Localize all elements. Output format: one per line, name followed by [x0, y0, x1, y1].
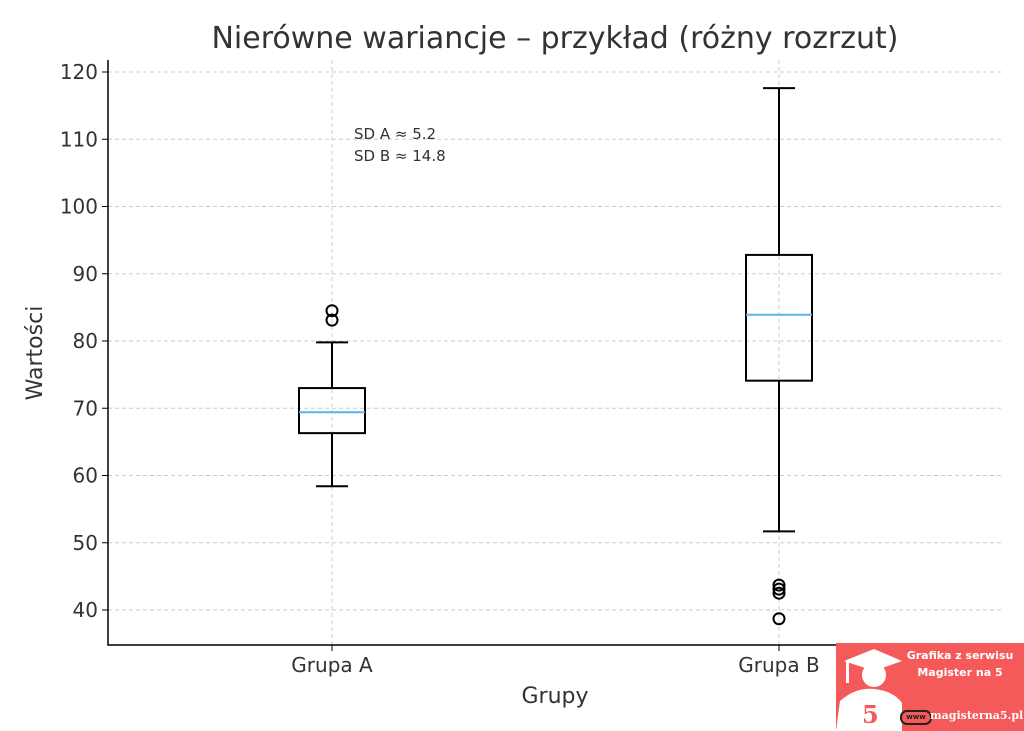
annotation-sd-a: SD A ≈ 5.2 [354, 125, 436, 143]
box [298, 387, 366, 435]
watermark-logo: 5 Grafika z serwisu Magister na 5 www ma… [836, 643, 1024, 731]
x-tick-label: Grupa A [291, 653, 373, 677]
outlier-point [772, 586, 786, 600]
www-badge: www [900, 710, 932, 725]
axis-lines [107, 60, 1002, 646]
watermark-line2: Magister na 5 [917, 666, 1003, 679]
watermark-text: Grafika z serwisu Magister na 5 [898, 647, 1022, 681]
x-axis-label: Grupy [521, 684, 588, 709]
y-tick-label: 50 [73, 531, 98, 555]
y-tick-label: 110 [60, 127, 98, 151]
y-tick-label: 120 [60, 60, 98, 84]
outlier-point [325, 304, 339, 318]
graduate-silhouette-icon: 5 [836, 649, 902, 731]
y-tick-label: 100 [60, 195, 98, 219]
boxplots [298, 87, 813, 626]
watermark-url: magisterna5.pl [930, 709, 1024, 722]
grid [108, 60, 1002, 645]
outlier-point [772, 612, 786, 626]
y-tick-label: 40 [73, 598, 98, 622]
box [745, 253, 813, 382]
outlier-point [325, 313, 339, 327]
y-axis-label: Wartości [23, 306, 48, 401]
y-tick-label: 80 [73, 329, 98, 353]
y-tick-label: 60 [73, 464, 98, 488]
outlier-point [772, 582, 786, 596]
annotation-sd-b: SD B ≈ 14.8 [354, 147, 446, 165]
chart-title: Nierówne wariancje – przykład (różny roz… [211, 21, 898, 56]
y-tick-label: 70 [73, 396, 98, 420]
x-tick-label: Grupa B [738, 653, 819, 677]
outlier-point [772, 578, 786, 592]
svg-text:5: 5 [862, 700, 879, 729]
watermark-line1: Grafika z serwisu [906, 649, 1014, 662]
axes: 40 50 60 70 80 90 100 110 120 Grupa A Grupa B [60, 60, 1002, 677]
y-tick-label: 90 [73, 262, 98, 286]
